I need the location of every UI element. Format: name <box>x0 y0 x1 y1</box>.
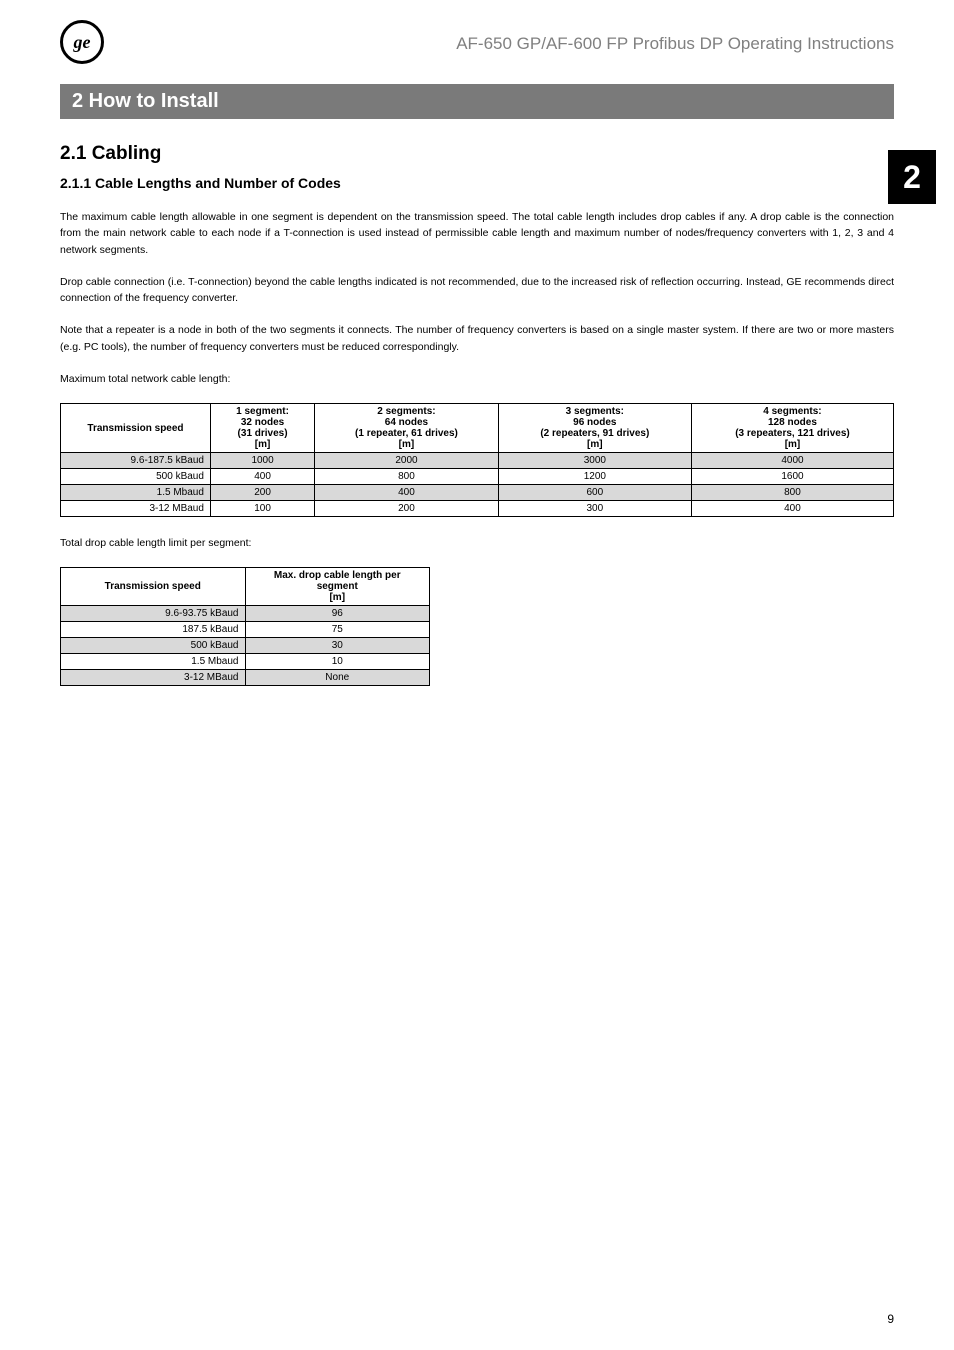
table-cell: 9.6-93.75 kBaud <box>61 606 246 622</box>
header-line: 32 nodes <box>241 417 284 428</box>
table-row: 3-12 MBaud100200300400 <box>61 501 894 517</box>
paragraph: Maximum total network cable length: <box>60 371 894 387</box>
table-cell: 300 <box>498 501 691 517</box>
table-row: 500 kBaud30 <box>61 638 430 654</box>
header-line: segment <box>317 581 358 592</box>
table-row: 1.5 Mbaud200400600800 <box>61 485 894 501</box>
table-cell: 75 <box>245 622 430 638</box>
table-cell: 4000 <box>691 453 893 469</box>
table-cell: None <box>245 670 430 686</box>
table-row: 187.5 kBaud75 <box>61 622 430 638</box>
table-row: 9.6-187.5 kBaud1000200030004000 <box>61 453 894 469</box>
ge-logo-icon: ge <box>60 20 104 64</box>
table-row: 9.6-93.75 kBaud96 <box>61 606 430 622</box>
table-cell: 1.5 Mbaud <box>61 654 246 670</box>
header-line: (31 drives) <box>238 428 288 439</box>
header-line: [m] <box>399 439 415 450</box>
paragraph: Drop cable connection (i.e. T-connection… <box>60 274 894 307</box>
chapter-tab: 2 <box>888 150 936 204</box>
page-header: ge AF-650 GP/AF-600 FP Profibus DP Opera… <box>0 0 954 78</box>
table-cell: 800 <box>315 469 499 485</box>
document-title: AF-650 GP/AF-600 FP Profibus DP Operatin… <box>456 34 894 54</box>
header-line: 4 segments: <box>763 406 821 417</box>
table-cell: 3-12 MBaud <box>61 501 211 517</box>
header-line: [m] <box>785 439 801 450</box>
table-cell: 1600 <box>691 469 893 485</box>
table-cell: 400 <box>210 469 314 485</box>
header-line: 2 segments: <box>377 406 435 417</box>
col-4-segments: 4 segments: 128 nodes (3 repeaters, 121 … <box>691 404 893 453</box>
col-3-segments: 3 segments: 96 nodes (2 repeaters, 91 dr… <box>498 404 691 453</box>
cable-length-table: Transmission speed 1 segment: 32 nodes (… <box>60 403 894 517</box>
table-cell: 500 kBaud <box>61 469 211 485</box>
table-cell: 400 <box>691 501 893 517</box>
table-cell: 2000 <box>315 453 499 469</box>
header-line: (2 repeaters, 91 drives) <box>540 428 649 439</box>
col-2-segments: 2 segments: 64 nodes (1 repeater, 61 dri… <box>315 404 499 453</box>
table-cell: 400 <box>315 485 499 501</box>
header-line: [m] <box>255 439 271 450</box>
col-transmission-speed: Transmission speed <box>61 404 211 453</box>
table-cell: 600 <box>498 485 691 501</box>
subsection-heading: 2.1.1 Cable Lengths and Number of Codes <box>60 175 894 191</box>
header-line: [m] <box>587 439 603 450</box>
table-row: 3-12 MBaudNone <box>61 670 430 686</box>
table-cell: 96 <box>245 606 430 622</box>
table-row: 1.5 Mbaud10 <box>61 654 430 670</box>
table-header-row: Transmission speed 1 segment: 32 nodes (… <box>61 404 894 453</box>
table-cell: 200 <box>210 485 314 501</box>
table-cell: 3000 <box>498 453 691 469</box>
table-cell: 3-12 MBaud <box>61 670 246 686</box>
section-heading: 2.1 Cabling <box>60 143 894 165</box>
col-1-segment: 1 segment: 32 nodes (31 drives) [m] <box>210 404 314 453</box>
header-line: [m] <box>329 592 345 603</box>
table-cell: 200 <box>315 501 499 517</box>
paragraph: The maximum cable length allowable in on… <box>60 209 894 258</box>
table-cell: 9.6-187.5 kBaud <box>61 453 211 469</box>
logo: ge <box>60 20 108 68</box>
header-line: (1 repeater, 61 drives) <box>355 428 458 439</box>
table-cell: 1200 <box>498 469 691 485</box>
header-line: 3 segments: <box>566 406 624 417</box>
table-cell: 10 <box>245 654 430 670</box>
col-max-drop-length: Max. drop cable length per segment [m] <box>245 568 430 606</box>
paragraph: Total drop cable length limit per segmen… <box>60 535 894 551</box>
drop-cable-table: Transmission speed Max. drop cable lengt… <box>60 567 430 686</box>
table-row: 500 kBaud40080012001600 <box>61 469 894 485</box>
header-line: (3 repeaters, 121 drives) <box>735 428 850 439</box>
header-line: 96 nodes <box>573 417 616 428</box>
table-cell: 800 <box>691 485 893 501</box>
table-cell: 100 <box>210 501 314 517</box>
chapter-bar: 2 How to Install <box>60 84 894 119</box>
header-line: 1 segment: <box>236 406 289 417</box>
header-line: 128 nodes <box>768 417 817 428</box>
main-content: 2.1 Cabling 2.1.1 Cable Lengths and Numb… <box>0 119 954 686</box>
paragraph: Note that a repeater is a node in both o… <box>60 322 894 355</box>
table-cell: 1000 <box>210 453 314 469</box>
header-line: 64 nodes <box>385 417 428 428</box>
table-header-row: Transmission speed Max. drop cable lengt… <box>61 568 430 606</box>
header-line: Max. drop cable length per <box>274 570 401 581</box>
table-cell: 500 kBaud <box>61 638 246 654</box>
col-transmission-speed: Transmission speed <box>61 568 246 606</box>
table-cell: 30 <box>245 638 430 654</box>
page-number: 9 <box>887 1312 894 1326</box>
table-cell: 187.5 kBaud <box>61 622 246 638</box>
table-cell: 1.5 Mbaud <box>61 485 211 501</box>
